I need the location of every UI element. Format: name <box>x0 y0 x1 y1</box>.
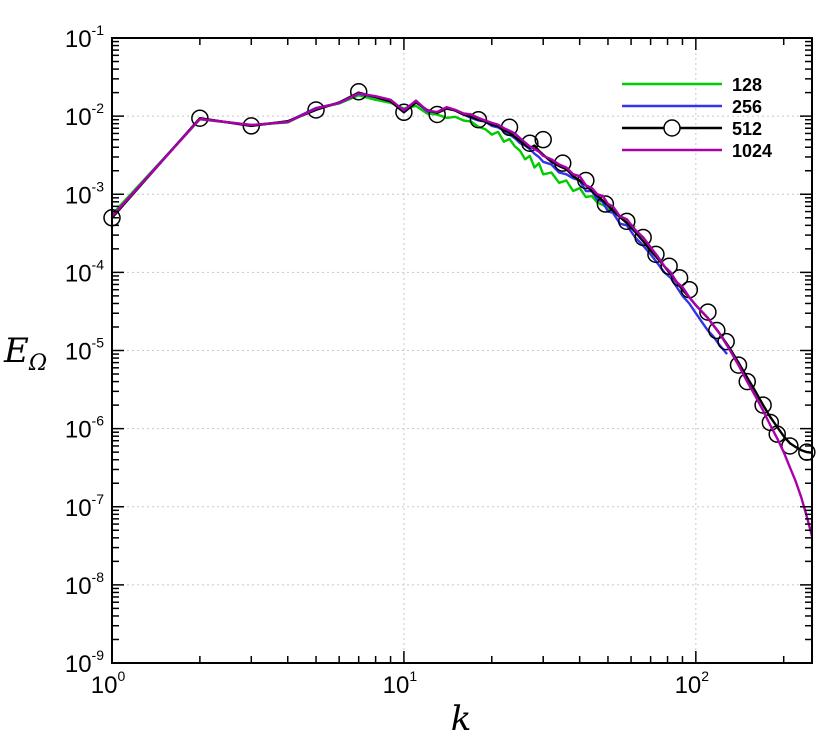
legend-label-1024: 1024 <box>732 141 772 161</box>
legend-label-512: 512 <box>732 119 762 139</box>
y-tick-exponent: -3 <box>92 178 105 194</box>
series-marker-512 <box>428 105 446 124</box>
series-marker-512 <box>708 321 726 340</box>
series-marker-512 <box>618 212 636 231</box>
x-axis-ticks: 100 101 102 <box>91 38 785 699</box>
y-tick-label: 10-9 <box>65 647 104 678</box>
legend-label-256: 256 <box>732 97 762 117</box>
x-tick-label: 102 <box>675 668 710 699</box>
series-marker-512 <box>738 372 756 391</box>
x-tick-label: 101 <box>383 668 418 699</box>
y-tick-label: 10-3 <box>65 178 104 209</box>
y-tick-base: 10 <box>65 104 92 131</box>
y-tick-exponent: -4 <box>92 256 105 272</box>
y-tick-label: 10-7 <box>65 491 104 522</box>
y-tick-label: 10-1 <box>65 22 104 53</box>
series-marker-512 <box>242 117 261 135</box>
series-marker-512 <box>768 425 786 443</box>
series-marker-512 <box>596 195 615 213</box>
y-tick-base: 10 <box>65 495 92 522</box>
y-tick-exponent: -6 <box>92 413 105 429</box>
series-marker-512 <box>660 257 678 275</box>
y-tick-base: 10 <box>65 651 92 678</box>
series-marker-512 <box>553 154 572 172</box>
series-marker-512 <box>395 103 413 122</box>
y-tick-base: 10 <box>65 260 92 287</box>
y-tick-label: 10-2 <box>65 100 104 131</box>
legend-label-128: 128 <box>732 75 762 95</box>
y-tick-base: 10 <box>65 182 92 209</box>
series-marker-512 <box>634 228 652 247</box>
y-axis-label-main: E <box>3 331 29 371</box>
y-tick-base: 10 <box>65 417 92 444</box>
y-tick-label: 10-6 <box>65 413 104 444</box>
series-marker-512 <box>729 356 748 374</box>
series-layer <box>103 83 816 537</box>
y-tick-exponent: -5 <box>92 335 105 351</box>
y-axis-label-subscript: Ω <box>28 351 47 376</box>
x-tick-label: 100 <box>91 668 126 699</box>
x-tick-exponent: 2 <box>701 668 709 684</box>
y-tick-label: 10-8 <box>65 569 104 600</box>
x-tick-base: 10 <box>675 672 702 699</box>
y-tick-label: 10-5 <box>65 335 104 366</box>
legend-marker-512 <box>663 119 681 137</box>
y-tick-exponent: -7 <box>92 491 105 507</box>
y-tick-exponent: -8 <box>92 569 105 585</box>
y-tick-base: 10 <box>65 339 92 366</box>
x-tick-exponent: 1 <box>409 668 417 684</box>
series-marker-512 <box>699 303 717 321</box>
series-marker-512 <box>534 130 552 149</box>
y-tick-exponent: -1 <box>92 22 105 38</box>
x-tick-exponent: 0 <box>117 668 125 684</box>
y-tick-base: 10 <box>65 573 92 600</box>
series-marker-512 <box>717 332 735 351</box>
x-axis-label: k <box>451 699 472 739</box>
series-line-128 <box>111 94 636 229</box>
series-marker-512 <box>521 134 539 152</box>
series-line-1024 <box>111 92 814 537</box>
y-tick-exponent: -2 <box>92 100 105 116</box>
x-tick-base: 10 <box>383 672 410 699</box>
series-marker-512 <box>647 245 665 264</box>
y-tick-exponent: -9 <box>92 647 105 663</box>
series-marker-512 <box>577 171 595 190</box>
y-tick-base: 10 <box>65 26 92 53</box>
series-marker-512 <box>307 101 325 119</box>
y-tick-label: 10-4 <box>65 256 104 287</box>
y-axis-label: EΩ <box>3 331 47 376</box>
y-axis-ticks: 10-110-210-310-410-510-610-710-810-9 <box>65 22 812 678</box>
grid-layer <box>111 37 812 664</box>
x-tick-base: 10 <box>91 672 118 699</box>
series-marker-512 <box>349 83 368 101</box>
series-marker-512 <box>191 109 209 127</box>
